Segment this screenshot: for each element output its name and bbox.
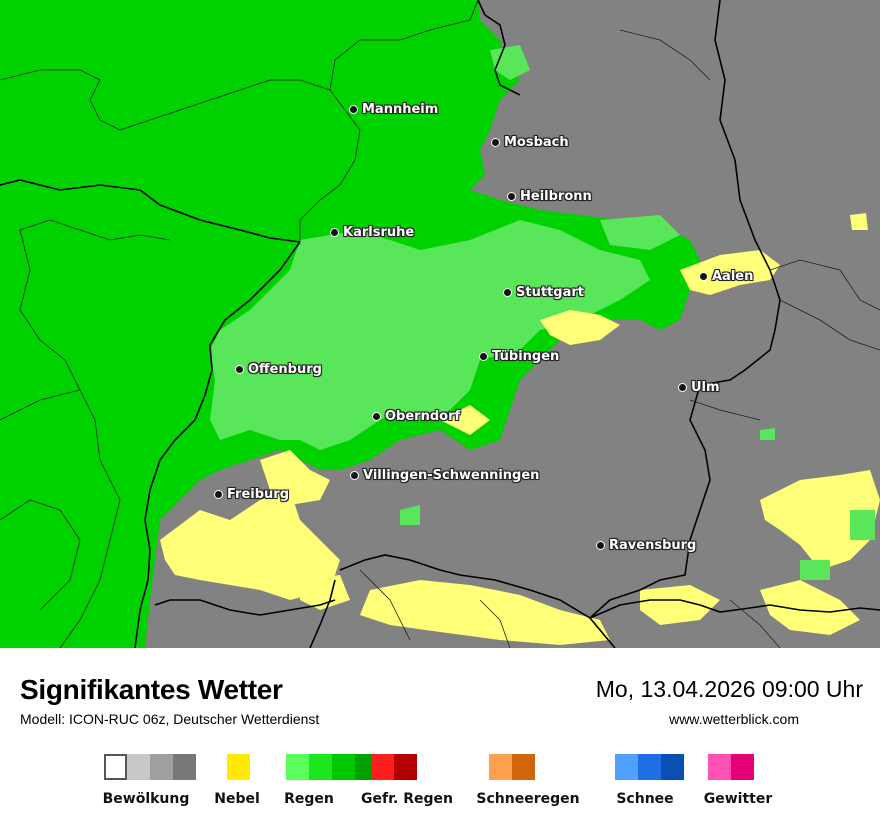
legend-swatch-group bbox=[371, 754, 417, 782]
city-name: Heilbronn bbox=[520, 188, 592, 204]
city-marker: Offenburg bbox=[235, 361, 322, 377]
city-marker: Tübingen bbox=[479, 348, 559, 364]
city-dot-icon bbox=[479, 351, 488, 361]
city-dot-icon bbox=[503, 287, 512, 297]
legend-swatch-group bbox=[227, 754, 250, 782]
fog-area bbox=[640, 585, 720, 625]
legend-swatch bbox=[661, 754, 684, 780]
legend-swatch bbox=[309, 754, 332, 780]
legend-label: Gewitter bbox=[703, 791, 773, 807]
city-dot-icon bbox=[372, 411, 381, 421]
rain-area-light bbox=[850, 510, 875, 540]
legend-swatch bbox=[512, 754, 535, 780]
fog-area bbox=[440, 405, 490, 435]
city-marker: Mosbach bbox=[491, 134, 569, 150]
state-borders bbox=[0, 0, 880, 648]
legend-swatch bbox=[638, 754, 661, 780]
map-title: Signifikantes Wetter bbox=[20, 674, 283, 705]
legend-swatch bbox=[227, 754, 250, 780]
fog-area bbox=[360, 580, 610, 645]
legend-swatch bbox=[332, 754, 355, 780]
city-dot-icon bbox=[350, 470, 359, 480]
forecast-datetime: Mo, 13.04.2026 09:00 Uhr bbox=[595, 676, 863, 702]
legend-swatch-group bbox=[286, 754, 378, 782]
city-name: Freiburg bbox=[227, 486, 290, 502]
rain-area-light bbox=[800, 560, 830, 580]
legend-swatch bbox=[394, 754, 417, 780]
legend-swatch bbox=[731, 754, 754, 780]
fog-area bbox=[300, 575, 350, 610]
legend-label: Schnee bbox=[616, 791, 674, 807]
legend-label: Schneeregen bbox=[476, 791, 580, 807]
legend-swatch-group bbox=[615, 754, 684, 782]
legend-swatch bbox=[489, 754, 512, 780]
fog-area bbox=[760, 580, 860, 635]
city-dot-icon bbox=[330, 227, 339, 237]
rain-area-light bbox=[490, 45, 530, 80]
city-dot-icon bbox=[596, 540, 605, 550]
city-name: Ulm bbox=[691, 379, 720, 395]
legend-label: Regen bbox=[284, 791, 334, 807]
city-name: Mannheim bbox=[362, 101, 439, 117]
legend-label: Nebel bbox=[214, 791, 260, 807]
fog-area bbox=[760, 470, 880, 570]
legend-swatch bbox=[150, 754, 173, 780]
legend-swatch-group bbox=[104, 754, 196, 782]
city-marker: Aalen bbox=[699, 268, 753, 284]
weather-map: Mannheim Mosbach Heilbronn Karlsruhe Aalen St… bbox=[0, 0, 880, 648]
city-name: Offenburg bbox=[248, 361, 322, 377]
city-name: Ravensburg bbox=[609, 537, 697, 553]
city-marker: Mannheim bbox=[349, 101, 438, 117]
city-marker: Stuttgart bbox=[503, 284, 584, 300]
fog-area bbox=[680, 250, 780, 295]
fog-area bbox=[850, 213, 868, 230]
city-dot-icon bbox=[491, 137, 500, 147]
city-name: Tübingen bbox=[492, 348, 560, 364]
city-name: Aalen bbox=[712, 268, 754, 284]
city-dot-icon bbox=[214, 489, 223, 499]
legend-swatch bbox=[286, 754, 309, 780]
city-name: Villingen-Schwenningen bbox=[363, 467, 540, 483]
city-dot-icon bbox=[699, 271, 708, 281]
legend-swatch bbox=[104, 754, 127, 780]
legend-label: Gefr. Regen bbox=[361, 791, 453, 807]
legend-swatch-group bbox=[489, 754, 535, 782]
city-marker: Ulm bbox=[678, 379, 720, 395]
legend-swatch bbox=[708, 754, 731, 780]
fog-area bbox=[260, 450, 330, 505]
legend-swatch bbox=[127, 754, 150, 780]
city-marker: Oberndorf bbox=[372, 408, 460, 424]
city-dot-icon bbox=[235, 364, 244, 374]
district-borders bbox=[0, 0, 880, 648]
city-marker: Heilbronn bbox=[507, 188, 592, 204]
weather-layer bbox=[0, 0, 880, 648]
legend-swatch bbox=[173, 754, 196, 780]
fog-area bbox=[540, 310, 620, 345]
rain-area-light bbox=[400, 505, 420, 525]
city-dot-icon bbox=[678, 382, 687, 392]
city-name: Oberndorf bbox=[385, 408, 461, 424]
city-marker: Villingen-Schwenningen bbox=[350, 467, 539, 483]
model-info: Modell: ICON-RUC 06z, Deutscher Wetterdi… bbox=[20, 711, 320, 727]
legend-label: Bewölkung bbox=[102, 791, 190, 807]
city-name: Karlsruhe bbox=[343, 224, 415, 240]
city-name: Mosbach bbox=[504, 134, 569, 150]
legend-swatch bbox=[371, 754, 394, 780]
website-link[interactable]: www.wetterblick.com bbox=[669, 711, 799, 727]
city-marker: Ravensburg bbox=[596, 537, 696, 553]
city-marker: Freiburg bbox=[214, 486, 289, 502]
city-name: Stuttgart bbox=[516, 284, 584, 300]
legend-swatch bbox=[615, 754, 638, 780]
footer: Signifikantes Wetter Modell: ICON-RUC 06… bbox=[0, 648, 880, 830]
rain-area-light bbox=[600, 215, 680, 250]
rain-area-light bbox=[760, 428, 775, 440]
city-marker: Karlsruhe bbox=[330, 224, 414, 240]
rain-area-light bbox=[210, 220, 650, 450]
fog-area bbox=[160, 490, 340, 600]
legend-swatch-group bbox=[708, 754, 754, 782]
city-dot-icon bbox=[349, 104, 358, 114]
city-dot-icon bbox=[507, 191, 516, 201]
